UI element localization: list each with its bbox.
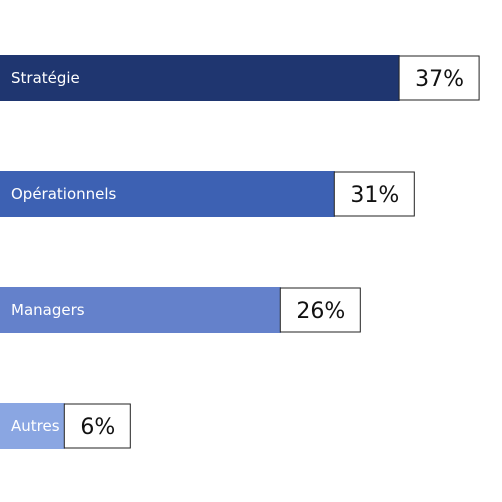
value-label-0: 37% (415, 67, 464, 92)
bar-group-3: Autres 6% (0, 403, 131, 449)
bar-0 (0, 55, 400, 101)
bar-label-1: Opérationnels (11, 185, 117, 203)
bar-2 (0, 287, 281, 333)
bar-group-1: Opérationnels 31% (0, 171, 415, 217)
value-label-2: 26% (296, 299, 345, 324)
bar-group-2: Managers 26% (0, 287, 361, 333)
bar-group-0: Stratégie 37% (0, 55, 480, 101)
bar-label-3: Autres (11, 417, 60, 435)
bar-label-2: Managers (11, 301, 85, 319)
value-box-0 (398, 55, 480, 101)
bars-layer: Stratégie 37% Opérationnels 31% Managers 26% A… (0, 55, 480, 449)
value-box-2 (279, 287, 361, 333)
value-label-3: 6% (80, 415, 115, 440)
bar-1 (0, 171, 335, 217)
bar-label-0: Stratégie (11, 69, 80, 87)
value-label-1: 31% (350, 183, 399, 208)
bar-3 (0, 403, 65, 449)
value-box-1 (333, 171, 415, 217)
value-box-3 (63, 403, 131, 449)
